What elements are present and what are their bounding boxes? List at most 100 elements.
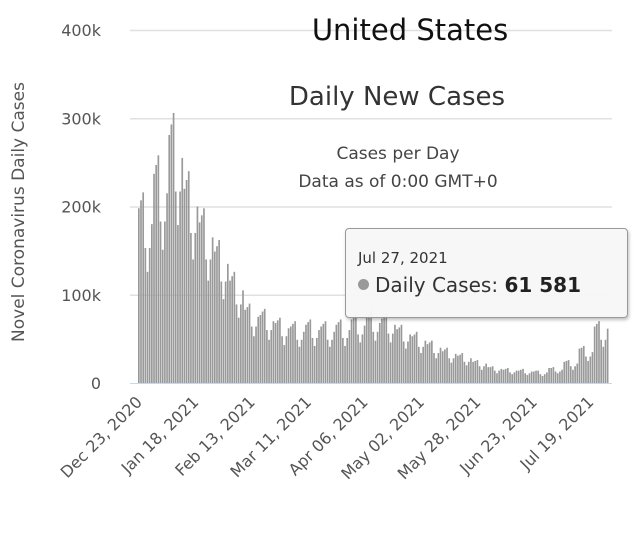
- bar[interactable]: [348, 330, 351, 383]
- bar[interactable]: [222, 299, 225, 383]
- bar[interactable]: [409, 334, 411, 383]
- bar[interactable]: [268, 339, 270, 383]
- bar[interactable]: [157, 155, 160, 383]
- bar[interactable]: [444, 349, 446, 383]
- bar[interactable]: [339, 319, 342, 383]
- bar[interactable]: [543, 374, 546, 383]
- bar[interactable]: [220, 281, 223, 383]
- bar[interactable]: [415, 331, 418, 383]
- bar[interactable]: [181, 157, 184, 383]
- bar[interactable]: [300, 339, 303, 383]
- bar[interactable]: [413, 334, 416, 383]
- bar[interactable]: [500, 368, 503, 383]
- bar[interactable]: [218, 240, 220, 383]
- bar[interactable]: [378, 322, 381, 383]
- bar[interactable]: [457, 355, 459, 383]
- bar[interactable]: [250, 326, 253, 383]
- bar[interactable]: [391, 333, 394, 383]
- bar[interactable]: [248, 303, 251, 383]
- bar[interactable]: [209, 259, 212, 383]
- bar[interactable]: [493, 370, 496, 383]
- bar[interactable]: [292, 323, 294, 383]
- bar[interactable]: [604, 339, 607, 383]
- bar[interactable]: [595, 323, 598, 383]
- bar[interactable]: [246, 307, 249, 383]
- bar[interactable]: [177, 225, 179, 383]
- bar[interactable]: [394, 324, 396, 383]
- bar[interactable]: [281, 336, 283, 383]
- bar[interactable]: [467, 361, 470, 383]
- bar[interactable]: [213, 251, 216, 383]
- bar[interactable]: [454, 353, 457, 383]
- bar[interactable]: [552, 367, 555, 383]
- bar[interactable]: [556, 373, 559, 383]
- bar[interactable]: [276, 320, 279, 383]
- bar[interactable]: [257, 316, 260, 383]
- bar[interactable]: [211, 237, 214, 383]
- bar[interactable]: [526, 375, 529, 383]
- bar[interactable]: [598, 321, 600, 383]
- bar[interactable]: [370, 310, 372, 383]
- bar[interactable]: [404, 348, 407, 383]
- bar[interactable]: [352, 316, 355, 383]
- bar[interactable]: [426, 344, 429, 383]
- bar[interactable]: [407, 341, 409, 383]
- bar[interactable]: [383, 315, 385, 383]
- bar[interactable]: [441, 351, 444, 383]
- bar[interactable]: [259, 315, 262, 383]
- bar[interactable]: [524, 373, 527, 383]
- bar[interactable]: [506, 368, 509, 383]
- bar[interactable]: [561, 369, 563, 383]
- bar[interactable]: [470, 358, 472, 383]
- bar[interactable]: [491, 366, 494, 383]
- bar[interactable]: [279, 317, 281, 383]
- bar[interactable]: [138, 208, 140, 383]
- bar[interactable]: [296, 339, 299, 383]
- bar[interactable]: [448, 358, 451, 383]
- bar[interactable]: [476, 360, 479, 383]
- bar[interactable]: [309, 319, 312, 383]
- bar[interactable]: [483, 366, 485, 383]
- bar[interactable]: [337, 322, 340, 383]
- bar[interactable]: [389, 342, 392, 383]
- bar[interactable]: [435, 358, 438, 383]
- bar[interactable]: [446, 347, 448, 383]
- bar[interactable]: [520, 369, 522, 383]
- bar[interactable]: [244, 309, 247, 383]
- bar[interactable]: [140, 200, 142, 383]
- bar[interactable]: [187, 171, 190, 383]
- bar[interactable]: [305, 324, 307, 383]
- bar[interactable]: [320, 326, 322, 383]
- bar[interactable]: [582, 345, 585, 383]
- bar[interactable]: [474, 360, 477, 383]
- bar[interactable]: [580, 347, 583, 383]
- bar[interactable]: [376, 331, 379, 383]
- bar[interactable]: [324, 321, 327, 383]
- bar[interactable]: [216, 246, 218, 383]
- bar[interactable]: [387, 333, 390, 383]
- bar[interactable]: [185, 180, 188, 383]
- bar[interactable]: [585, 356, 587, 383]
- bar[interactable]: [528, 373, 531, 383]
- bar[interactable]: [450, 362, 453, 383]
- bar[interactable]: [242, 290, 244, 383]
- bar[interactable]: [196, 206, 199, 384]
- bar[interactable]: [572, 369, 574, 383]
- bar[interactable]: [550, 368, 553, 383]
- bar[interactable]: [144, 247, 147, 383]
- bar[interactable]: [431, 340, 433, 383]
- bar[interactable]: [200, 215, 203, 383]
- bar[interactable]: [272, 321, 275, 383]
- bar[interactable]: [365, 316, 368, 383]
- bar[interactable]: [489, 367, 492, 383]
- bar[interactable]: [333, 331, 336, 383]
- bar[interactable]: [283, 345, 286, 383]
- bar[interactable]: [600, 339, 602, 383]
- bar[interactable]: [465, 365, 468, 383]
- bar[interactable]: [554, 371, 557, 383]
- bar[interactable]: [142, 192, 145, 383]
- bar[interactable]: [344, 345, 346, 383]
- bar[interactable]: [313, 345, 316, 383]
- bar[interactable]: [285, 336, 288, 383]
- bar[interactable]: [559, 371, 561, 383]
